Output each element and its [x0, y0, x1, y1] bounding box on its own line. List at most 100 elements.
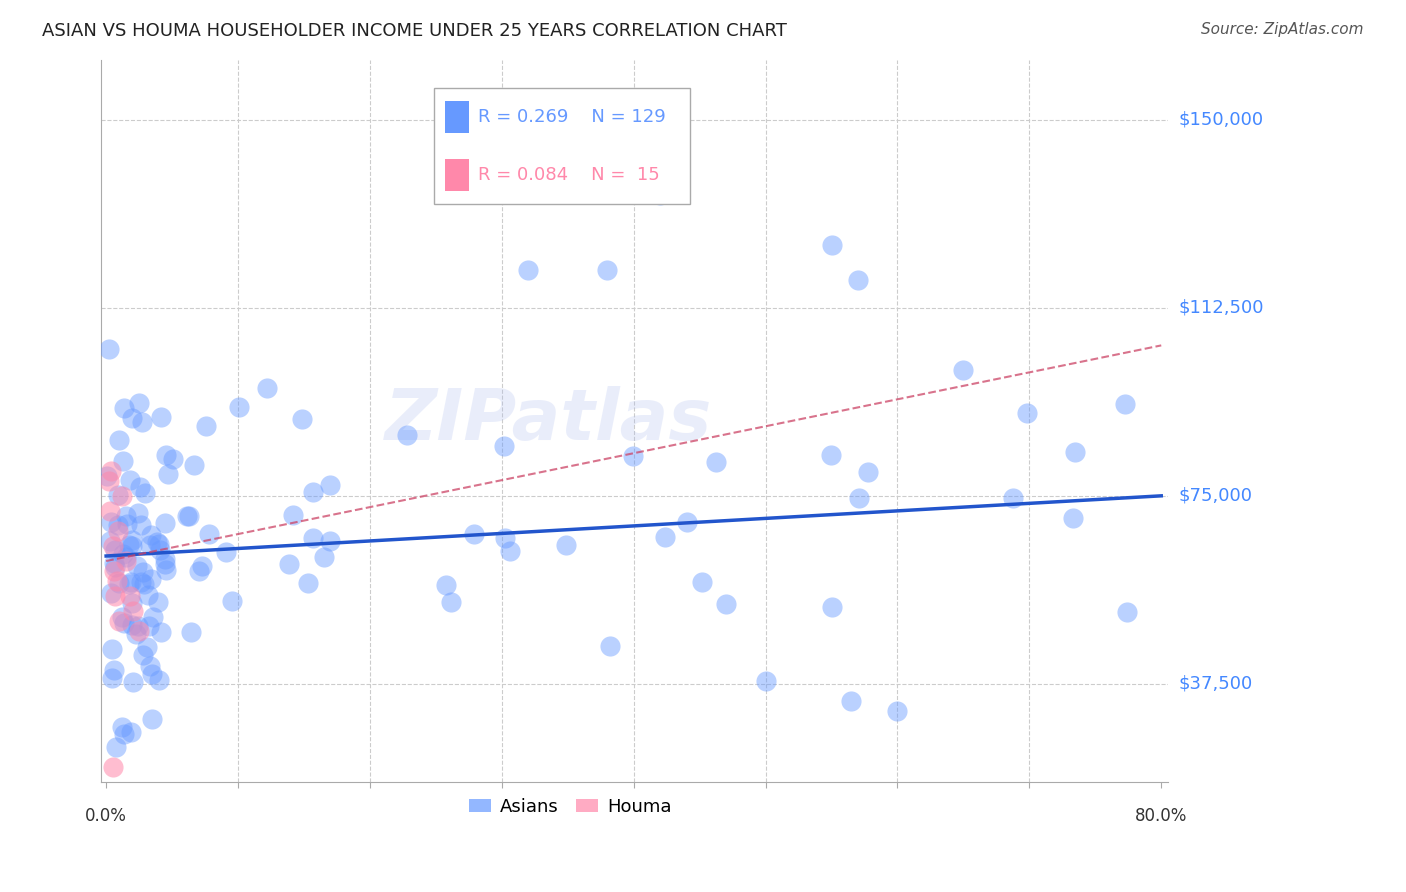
Point: [150, 625, 173, 640]
Point: [114, 550, 136, 565]
Text: ZIPatlas: ZIPatlas: [385, 386, 713, 455]
Point: [135, 640, 157, 654]
Point: [121, 618, 143, 632]
Point: [141, 572, 163, 586]
Point: [128, 395, 150, 409]
Point: [228, 401, 250, 415]
Point: [131, 415, 153, 429]
FancyBboxPatch shape: [434, 88, 690, 204]
Point: [952, 363, 974, 377]
Point: [440, 595, 463, 609]
Point: [101, 671, 124, 685]
Point: [176, 509, 198, 524]
Point: [146, 534, 169, 549]
Point: [820, 449, 842, 463]
Point: [111, 609, 134, 624]
Point: [121, 410, 143, 425]
Point: [191, 558, 214, 573]
Point: [101, 641, 124, 656]
Point: [112, 454, 135, 468]
Point: [111, 489, 134, 503]
Point: [704, 455, 727, 469]
Text: Source: ZipAtlas.com: Source: ZipAtlas.com: [1201, 22, 1364, 37]
Point: [98, 533, 121, 548]
Point: [118, 589, 141, 603]
Point: [118, 473, 141, 487]
Point: [856, 465, 879, 479]
Point: [302, 485, 325, 500]
Point: [104, 560, 127, 574]
Point: [395, 427, 418, 442]
Point: [125, 559, 148, 574]
Point: [141, 666, 163, 681]
Point: [107, 488, 129, 502]
Point: [121, 596, 143, 610]
Point: [291, 412, 314, 426]
Point: [676, 515, 699, 529]
Point: [101, 539, 124, 553]
Point: [148, 537, 170, 551]
Point: [136, 588, 159, 602]
Point: [1001, 491, 1024, 505]
Point: [105, 739, 128, 754]
Point: [121, 675, 143, 690]
Text: $37,500: $37,500: [1180, 675, 1253, 693]
Text: 0.0%: 0.0%: [86, 806, 127, 825]
Point: [120, 725, 142, 739]
Point: [142, 610, 165, 624]
Point: [499, 543, 522, 558]
Point: [132, 576, 155, 591]
Point: [277, 558, 299, 572]
Point: [115, 554, 138, 568]
Point: [554, 538, 576, 552]
Point: [132, 648, 155, 663]
Point: [129, 480, 152, 494]
Point: [100, 464, 122, 478]
Point: [103, 664, 125, 678]
Point: [104, 542, 127, 557]
Point: [132, 566, 155, 580]
Point: [434, 577, 457, 591]
Point: [125, 627, 148, 641]
Point: [846, 273, 869, 287]
Point: [886, 705, 908, 719]
Point: [596, 263, 619, 277]
FancyBboxPatch shape: [446, 102, 470, 133]
Point: [149, 543, 172, 558]
Point: [180, 624, 202, 639]
Point: [319, 478, 342, 492]
Point: [755, 674, 778, 689]
Point: [138, 658, 160, 673]
Point: [118, 538, 141, 552]
Point: [183, 458, 205, 472]
Point: [150, 409, 173, 424]
Point: [162, 451, 184, 466]
Point: [146, 595, 169, 609]
Point: [103, 564, 125, 578]
Point: [112, 727, 135, 741]
Point: [492, 439, 515, 453]
Point: [107, 524, 129, 538]
Point: [112, 401, 135, 416]
Point: [121, 604, 143, 618]
Point: [100, 515, 122, 529]
Point: [148, 673, 170, 687]
Point: [215, 545, 238, 559]
Point: [111, 720, 134, 734]
Point: [129, 574, 152, 589]
Point: [115, 516, 138, 531]
Point: [112, 616, 135, 631]
Point: [599, 639, 621, 653]
Point: [97, 474, 120, 488]
Point: [848, 491, 870, 505]
Point: [621, 449, 644, 463]
Point: [302, 532, 325, 546]
Point: [101, 759, 124, 773]
Point: [153, 557, 176, 571]
Legend: Asians, Houma: Asians, Houma: [461, 790, 679, 823]
Point: [648, 188, 671, 202]
Point: [96, 468, 118, 483]
Point: [179, 508, 201, 523]
Point: [155, 449, 177, 463]
Point: [108, 575, 131, 590]
